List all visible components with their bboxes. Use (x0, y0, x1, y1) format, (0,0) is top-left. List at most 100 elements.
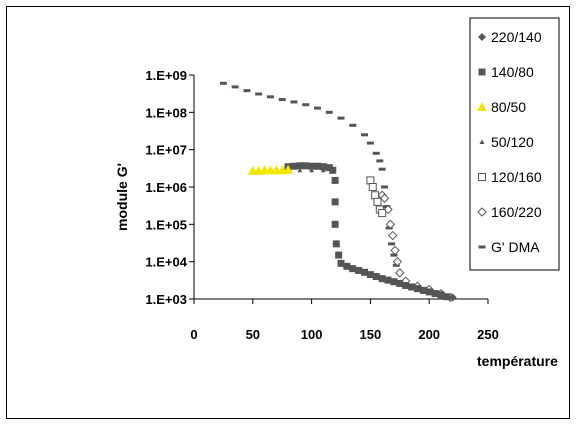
data-point (349, 265, 357, 273)
data-point (308, 162, 316, 170)
data-point (331, 198, 339, 206)
data-point (390, 245, 400, 256)
data-point (366, 176, 375, 185)
data-point (283, 164, 294, 174)
legend-marker (477, 102, 487, 111)
legend-marker (478, 245, 486, 249)
data-point (361, 268, 369, 276)
data-point (384, 276, 392, 284)
legend: 220/140 140/80 80/50 50/120 120/160 160/220 G'… (469, 17, 560, 271)
data-point (378, 209, 387, 218)
data-point (376, 159, 384, 163)
data-marks (219, 81, 457, 303)
data-point (255, 92, 263, 96)
legend-label: 220/140 (491, 29, 542, 45)
data-point (371, 191, 380, 200)
data-point (355, 266, 363, 274)
y-axis-title: module G' (114, 163, 130, 231)
data-point (448, 293, 457, 302)
chart-frame: 1.E+03 1.E+04 1.E+05 1.E+06 1.E+07 1.E+08 1.E+… (6, 6, 570, 419)
data-point (296, 162, 304, 170)
data-point (219, 81, 227, 85)
data-point (313, 162, 321, 170)
data-point (379, 193, 390, 203)
legend-label: 160/220 (491, 204, 542, 220)
data-point (413, 285, 421, 293)
data-point (385, 219, 396, 230)
data-point (425, 288, 433, 296)
data-point (373, 197, 382, 206)
data-point (390, 278, 398, 286)
data-point (302, 162, 310, 170)
data-point (385, 226, 393, 230)
chart-svg: 1.E+03 1.E+04 1.E+05 1.E+06 1.E+07 1.E+08 1.E+… (114, 17, 560, 369)
data-point (330, 168, 336, 173)
data-point (343, 262, 351, 270)
legend-marker (477, 207, 487, 217)
legend-label: 80/50 (491, 99, 526, 115)
data-point (395, 268, 405, 278)
series-80-50 (247, 164, 294, 175)
legend-marker (478, 173, 486, 181)
data-point (396, 280, 404, 288)
data-point (372, 273, 380, 281)
x-tick-label: 150 (360, 327, 382, 342)
legend-label: 50/120 (491, 134, 534, 150)
x-tick-label: 250 (477, 327, 499, 342)
data-point (388, 230, 398, 241)
legend-marker (478, 68, 486, 76)
data-point (378, 275, 386, 283)
legend-label: 140/80 (491, 64, 534, 80)
data-point (325, 110, 333, 114)
data-point (313, 106, 321, 110)
data-point (372, 151, 380, 155)
data-point (366, 271, 374, 279)
legend-label: G' DMA (491, 239, 540, 255)
data-point (290, 100, 298, 104)
y-tick-label: 1.E+04 (145, 255, 187, 270)
y-tick-label: 1.E+08 (145, 105, 187, 120)
data-point (337, 116, 345, 120)
data-point (431, 290, 439, 298)
data-point (402, 281, 410, 289)
data-point (349, 123, 357, 127)
data-point (297, 167, 303, 173)
x-axis-title: température (477, 353, 558, 369)
data-point (290, 162, 298, 170)
x-tick-label: 100 (301, 327, 323, 342)
legend-box (469, 17, 560, 271)
data-point (335, 251, 343, 259)
data-point (331, 220, 339, 228)
x-tick-label: 0 (190, 327, 197, 342)
data-point (443, 293, 451, 301)
data-point (419, 286, 427, 294)
data-point (332, 240, 340, 248)
y-tick-label: 1.E+07 (145, 143, 187, 158)
data-point (378, 167, 386, 171)
x-tick-label: 200 (418, 327, 440, 342)
legend-marker (478, 33, 486, 41)
data-point (231, 85, 239, 89)
data-point (392, 256, 403, 267)
data-point (266, 95, 274, 99)
series-160-220 (377, 190, 456, 303)
data-point (392, 263, 400, 267)
data-point (366, 141, 374, 145)
data-point (302, 103, 310, 107)
data-point (337, 259, 345, 267)
series-220-140 (448, 293, 457, 302)
series-120-160 (366, 176, 387, 218)
data-point (390, 253, 398, 257)
axes: 1.E+03 1.E+04 1.E+05 1.E+06 1.E+07 1.E+08 1.E+… (145, 68, 498, 342)
data-point (388, 242, 396, 246)
y-tick-label: 1.E+09 (145, 68, 187, 83)
data-point (437, 291, 445, 299)
data-point (368, 183, 377, 191)
data-point (408, 283, 416, 291)
data-point (278, 98, 286, 102)
data-point (320, 167, 326, 173)
legend-label: 120/160 (491, 169, 542, 185)
x-tick-label: 50 (246, 327, 260, 342)
data-point (243, 89, 251, 93)
y-tick-label: 1.E+05 (145, 217, 187, 232)
